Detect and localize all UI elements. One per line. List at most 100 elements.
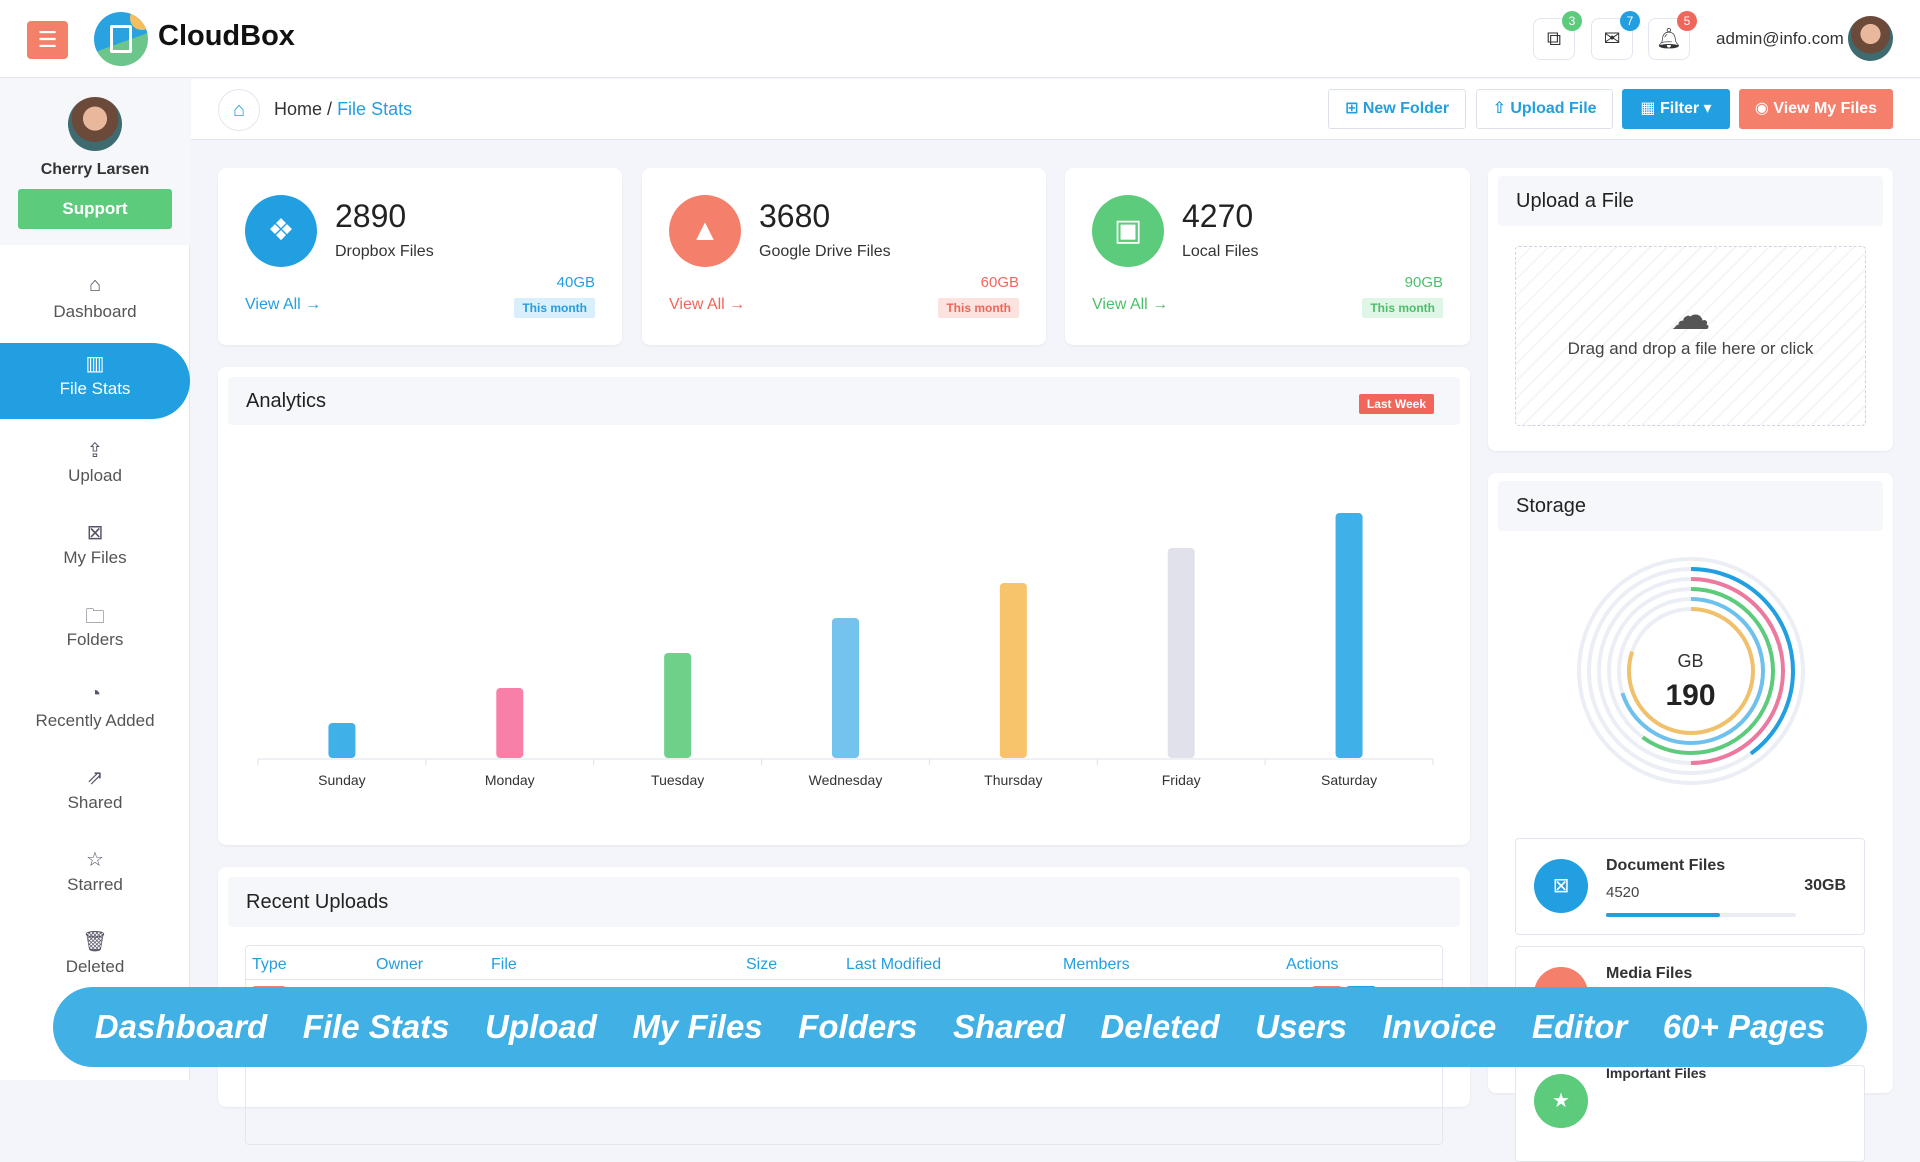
analytics-card: Analytics Last Week Sunday Monday Tuesday W… — [218, 367, 1470, 845]
user-avatar[interactable] — [1848, 16, 1893, 61]
filter-dropdown-button[interactable]: ▦ Filter ▾ — [1622, 89, 1730, 129]
trash-icon: 🗑︎ — [82, 931, 108, 953]
profile-name: Cherry Larsen — [40, 161, 150, 178]
file-icon: ⊠ — [86, 522, 104, 544]
banner-item-dashboard[interactable]: Dashboard — [94, 1008, 268, 1045]
view-my-files-button[interactable]: ◉ View My Files — [1739, 89, 1893, 129]
sidebar-item-deleted[interactable]: 🗑︎ Deleted — [0, 921, 190, 997]
period-badge: This month — [514, 298, 595, 318]
sidebar-item-my-files[interactable]: ⊠ My Files — [0, 512, 190, 588]
view-all-link[interactable]: View All → — [669, 296, 746, 313]
bar-tuesday[interactable] — [664, 653, 692, 758]
x-tick-label: Saturday — [1321, 772, 1377, 788]
column-type[interactable]: Type — [252, 956, 287, 973]
x-tick-label: Thursday — [984, 772, 1042, 788]
ring-track-outer — [1577, 557, 1805, 785]
breadcrumb-home[interactable]: Home — [274, 99, 323, 119]
period-badge: This month — [938, 298, 1019, 318]
column-actions[interactable]: Actions — [1286, 956, 1339, 973]
user-email[interactable]: admin@info.com — [1716, 29, 1844, 48]
profile-section: Cherry Larsen Support — [0, 79, 190, 245]
folder-icon: 🗀︎ — [85, 606, 105, 628]
sidebar-item-starred[interactable]: ☆ Starred — [0, 839, 190, 915]
document-progress-bar — [1606, 913, 1796, 917]
brand-name: CloudBox — [158, 20, 295, 52]
banner-item-users[interactable]: Users — [1255, 1008, 1347, 1045]
bar-wednesday[interactable] — [832, 618, 859, 758]
bar-thursday[interactable] — [999, 583, 1027, 758]
banner-item-file-stats[interactable]: File Stats — [302, 1008, 450, 1045]
last-week-badge: Last Week — [1358, 394, 1434, 414]
column-members[interactable]: Members — [1063, 956, 1130, 973]
bar-monday[interactable] — [496, 688, 524, 758]
storage-total: 190 — [1665, 679, 1716, 712]
banner-item-shared[interactable]: Shared — [953, 1008, 1065, 1045]
sidebar-item-file-stats[interactable]: ▥ File Stats — [0, 343, 190, 419]
home-icon-button[interactable]: ⌂ — [218, 89, 260, 131]
x-tick-label: Tuesday — [651, 772, 704, 788]
chart-folder-icon: ▥ — [85, 353, 105, 375]
feature-pages-banner: Dashboard File Stats Upload My Files Folders… — [53, 987, 1867, 1067]
recent-uploads-header: Recent Uploads — [228, 877, 1460, 927]
period-badge: This month — [1362, 298, 1443, 318]
breadcrumb-bar: ⌂ Home / File Stats ⊞ New Folder ⇧ Uploa… — [191, 79, 1920, 140]
new-folder-button[interactable]: ⊞ New Folder — [1328, 89, 1466, 129]
document-files-card[interactable]: ⊠ Document Files 4520 30GB — [1515, 838, 1865, 935]
banner-item-my-files[interactable]: My Files — [632, 1008, 763, 1045]
column-file[interactable]: File — [491, 956, 517, 973]
bar-friday[interactable] — [1167, 548, 1195, 758]
support-button[interactable]: Support — [18, 189, 172, 229]
mail-badge: 7 — [1620, 11, 1640, 31]
home-icon: ⌂ — [88, 274, 102, 296]
sidebar-item-dashboard[interactable]: ⌂ Dashboard — [0, 266, 190, 342]
storage-unit: GB — [1677, 651, 1704, 671]
ring-arc-0 — [1587, 567, 1795, 775]
breadcrumb: Home / File Stats — [274, 99, 413, 119]
google-drive-icon: ▲ — [669, 195, 741, 267]
storage-radial-chart — [1577, 557, 1805, 785]
banner-item-folders[interactable]: Folders — [798, 1008, 918, 1045]
important-files-label: Important Files — [1606, 1065, 1707, 1081]
folder-plus-icon: ⊞ — [1344, 100, 1363, 117]
mail-icon-button[interactable]: ✉ 7 — [1591, 11, 1640, 60]
stat-card-google-drive: ▲ 3680 Google Drive Files View All → 60G… — [642, 168, 1046, 345]
share-icon: ⇗ — [86, 767, 104, 789]
x-tick-label: Friday — [1162, 772, 1201, 788]
banner-item-editor[interactable]: Editor — [1531, 1008, 1628, 1045]
sidebar-item-folders[interactable]: 🗀︎ Folders — [0, 594, 190, 670]
column-size[interactable]: Size — [746, 956, 778, 973]
banner-item-invoice[interactable]: Invoice — [1382, 1008, 1497, 1045]
share-icon-button[interactable]: ⧉ 3 — [1533, 11, 1582, 60]
file-dropzone[interactable]: ☁ Drag and drop a file here or click — [1515, 246, 1866, 426]
column-last-modified[interactable]: Last Modified — [846, 956, 942, 973]
upload-card: Upload a File ☁ Drag and drop a file her… — [1488, 168, 1893, 451]
banner-item-60-pages[interactable]: 60+ Pages — [1662, 1008, 1826, 1045]
eye-icon: ◉ — [1754, 100, 1774, 117]
upload-icon: ⇧ — [1492, 100, 1511, 117]
sidebar-item-recently-added[interactable]: ◔ Recently Added — [0, 675, 190, 751]
share-badge: 3 — [1562, 11, 1582, 31]
ring-arc-2 — [1607, 587, 1775, 755]
cloud-upload-icon: ☁ — [1670, 294, 1711, 338]
recent-icon: ◔ — [88, 683, 102, 705]
banner-item-deleted[interactable]: Deleted — [1100, 1008, 1220, 1045]
banner-item-upload[interactable]: Upload — [485, 1008, 597, 1045]
view-all-link[interactable]: View All → — [1092, 296, 1169, 313]
bell-icon-button[interactable]: 🔔︎ 5 — [1648, 11, 1697, 60]
x-tick-label: Wednesday — [809, 772, 883, 788]
column-owner[interactable]: Owner — [376, 956, 424, 973]
upload-title: Upload a File — [1498, 176, 1883, 226]
view-all-link[interactable]: View All → — [245, 296, 322, 313]
bar-saturday[interactable] — [1335, 513, 1363, 758]
analytics-title: Analytics — [246, 390, 327, 412]
sidebar-item-upload[interactable]: ⇪ Upload — [0, 430, 190, 506]
profile-avatar — [68, 97, 122, 151]
x-tick-label: Monday — [485, 772, 535, 788]
ring-arc-4 — [1627, 607, 1755, 735]
bar-sunday[interactable] — [328, 723, 356, 758]
upload-file-button[interactable]: ⇧ Upload File — [1476, 89, 1613, 129]
bell-badge: 5 — [1677, 11, 1697, 31]
menu-toggle-button[interactable]: ☰ — [27, 21, 68, 59]
ring-arc-1 — [1597, 577, 1785, 765]
sidebar-item-shared[interactable]: ⇗ Shared — [0, 757, 190, 833]
